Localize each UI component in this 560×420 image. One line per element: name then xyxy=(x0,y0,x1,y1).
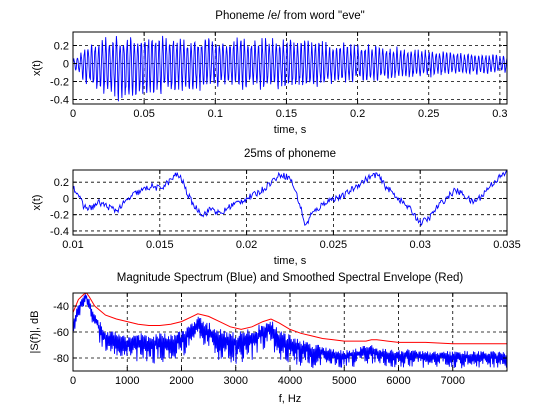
y-axis-label: x(t) xyxy=(31,195,43,211)
x-tick-label: 0.035 xyxy=(493,239,521,251)
series-line xyxy=(73,170,507,227)
x-tick-label: 0 xyxy=(70,108,76,120)
series-line xyxy=(73,35,507,102)
y-tick-label: -0.2 xyxy=(50,77,69,89)
y-tick-label: 0 xyxy=(63,193,69,205)
y-tick-label: 0 xyxy=(63,59,69,71)
y-tick-label: 0.2 xyxy=(54,177,69,189)
x-tick-label: 0.15 xyxy=(276,108,297,120)
x-tick-label: 0 xyxy=(70,375,76,387)
chart-title: Phoneme /e/ from word "eve" xyxy=(215,10,364,22)
chart-title: 25ms of phoneme xyxy=(244,148,336,160)
y-axis-label: |S(f)|, dB xyxy=(29,310,41,353)
x-tick-label: 4000 xyxy=(278,375,302,387)
x-tick-label: 0.01 xyxy=(62,239,83,251)
panel-25ms-waveform: 25ms of phoneme 0.01 0.015 0.02 0.025 0.03 0.0… xyxy=(31,148,521,267)
axes-frame xyxy=(72,31,508,105)
x-tick-label: 0.05 xyxy=(133,108,154,120)
y-tick-label: -0.2 xyxy=(50,210,69,222)
x-tick-label: 6000 xyxy=(386,375,410,387)
y-tick-label: 0.2 xyxy=(54,41,69,53)
x-axis-label: time, s xyxy=(274,124,307,136)
y-tick-label: -0.4 xyxy=(50,226,69,238)
x-tick-label: 0.25 xyxy=(418,108,439,120)
axes-frame xyxy=(72,169,508,236)
y-tick-label: -60 xyxy=(53,327,69,339)
series-line xyxy=(73,293,507,345)
series-line xyxy=(73,294,507,369)
x-tick-label: 0.025 xyxy=(320,239,348,251)
x-tick-label: 1000 xyxy=(115,375,139,387)
x-tick-label: 0.3 xyxy=(492,108,507,120)
y-tick-label: -80 xyxy=(53,353,69,365)
y-tick-label: -0.4 xyxy=(50,95,69,107)
y-axis-label: x(t) xyxy=(31,60,43,76)
x-tick-label: 7000 xyxy=(441,375,465,387)
x-tick-label: 0.1 xyxy=(208,108,223,120)
x-axis-label: time, s xyxy=(274,255,307,267)
x-tick-label: 0.02 xyxy=(236,239,257,251)
chart-title: Magnitude Spectrum (Blue) and Smoothed S… xyxy=(117,272,464,284)
x-tick-label: 2000 xyxy=(169,375,193,387)
x-tick-label: 0.03 xyxy=(409,239,430,251)
x-tick-label: 5000 xyxy=(332,375,356,387)
x-axis-label: f, Hz xyxy=(279,393,302,405)
panel-time-waveform: Phoneme /e/ from word "eve" 0 0.05 0.1 0.15 0… xyxy=(31,10,508,136)
x-tick-label: 0.2 xyxy=(350,108,365,120)
x-tick-label: 0.015 xyxy=(146,239,174,251)
panel-magnitude-spectrum: Magnitude Spectrum (Blue) and Smoothed S… xyxy=(29,272,508,405)
y-tick-label: -40 xyxy=(53,301,69,313)
x-tick-label: 3000 xyxy=(224,375,248,387)
